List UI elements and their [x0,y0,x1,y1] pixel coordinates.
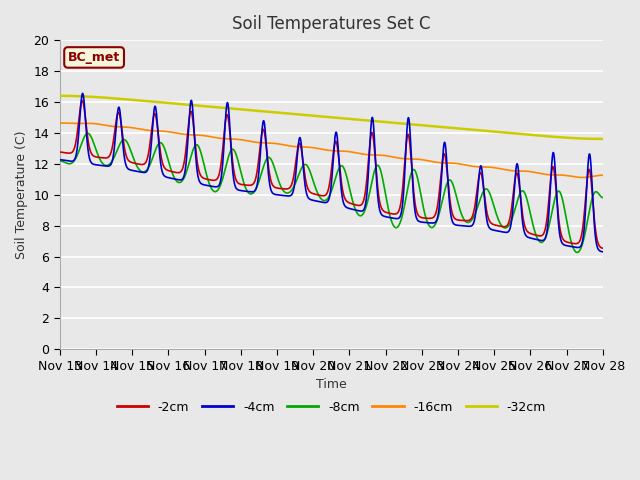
Legend: -2cm, -4cm, -8cm, -16cm, -32cm: -2cm, -4cm, -8cm, -16cm, -32cm [111,396,551,419]
Text: BC_met: BC_met [68,51,120,64]
Y-axis label: Soil Temperature (C): Soil Temperature (C) [15,131,28,259]
Title: Soil Temperatures Set C: Soil Temperatures Set C [232,15,431,33]
X-axis label: Time: Time [316,378,347,391]
